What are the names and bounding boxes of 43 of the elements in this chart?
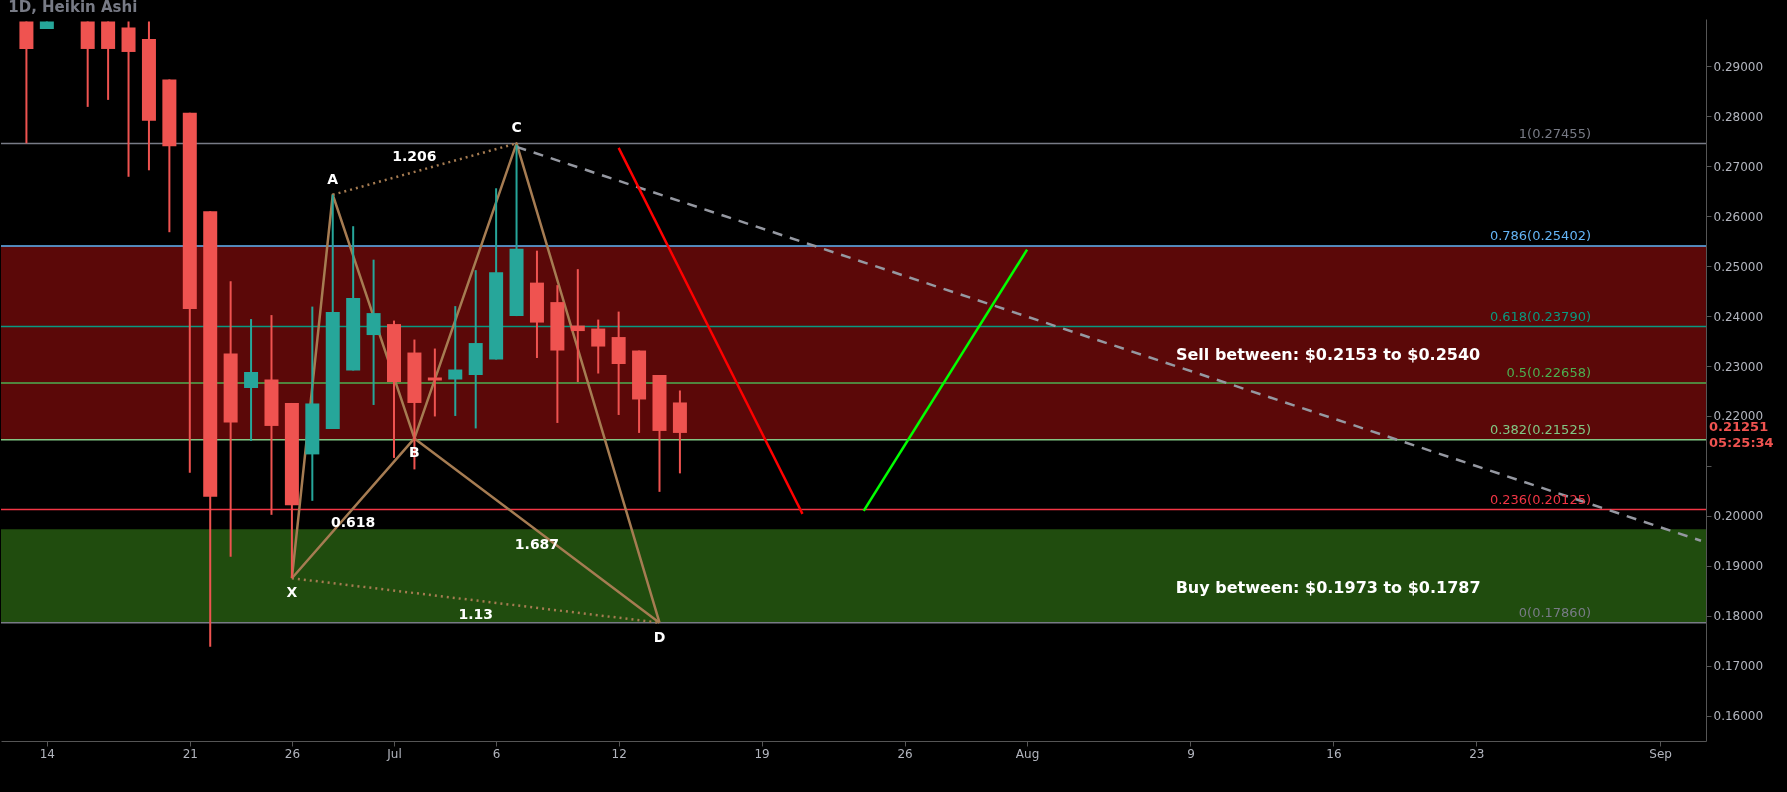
x-tick-label: 23	[1469, 746, 1485, 761]
x-tick-label: 12	[611, 746, 627, 761]
y-tick-label: 0.29000	[1713, 59, 1764, 74]
annotation: D	[653, 628, 666, 645]
ref-line-label: 0.786(0.25402)	[1489, 228, 1591, 244]
y-tick-label: 0.25000	[1713, 259, 1764, 274]
annotation: 1.13	[458, 606, 493, 623]
band-label: Buy between: $0.1973 to $0.1787	[1175, 577, 1481, 597]
x-tick-label: 19	[754, 746, 770, 761]
y-tick-label: 0.17000	[1713, 659, 1764, 674]
x-tick-label: 16	[1326, 746, 1342, 761]
ref-line-label: 0.236(0.20125)	[1489, 491, 1591, 507]
text: 05:25:34	[1709, 434, 1774, 450]
y-tick-label: 0.18000	[1713, 609, 1764, 624]
annotation: 1.206	[392, 147, 437, 164]
x-tick-label: 26	[284, 746, 301, 761]
ref-line-label: 0(0.17860)	[1518, 604, 1591, 620]
chart-title: 1D, Heikin Ashi	[8, 0, 138, 16]
x-tick-label: 6	[492, 746, 501, 761]
x-tick-label: Jul	[386, 746, 402, 761]
x-tick-label: 26	[897, 746, 913, 761]
annotation: C	[511, 119, 522, 136]
y-tick-label: 0.20000	[1713, 509, 1764, 524]
x-tick-label: 14	[39, 746, 55, 761]
band-label: Sell between: $0.2153 to $0.2540	[1175, 344, 1481, 364]
annotation: X	[286, 584, 298, 601]
ref-line-label: 0.5(0.22658)	[1506, 365, 1591, 381]
ref-line-label: 0.618(0.23790)	[1489, 308, 1591, 324]
y-tick-label: 0.26000	[1713, 209, 1764, 224]
x-tick-label: 21	[182, 746, 198, 761]
annotation: 1.687	[514, 536, 560, 553]
y-tick-label: 0.16000	[1713, 709, 1764, 724]
y-tick-label: 0.23000	[1713, 359, 1764, 374]
y-tick-label: 0.27000	[1713, 159, 1764, 174]
y-tick-label: 0.28000	[1713, 109, 1764, 124]
annotation: A	[327, 170, 339, 187]
y-tick-label: 0.24000	[1713, 309, 1764, 324]
ref-line-label: 1(0.27455)	[1518, 125, 1591, 141]
y-tick-label: 0.19000	[1713, 559, 1764, 574]
x-tick-label: Sep	[1649, 746, 1672, 761]
ref-line-label: 0.382(0.21525)	[1489, 421, 1591, 437]
x-tick-label: Aug	[1015, 746, 1040, 761]
x-tick-label: 9	[1187, 746, 1195, 761]
